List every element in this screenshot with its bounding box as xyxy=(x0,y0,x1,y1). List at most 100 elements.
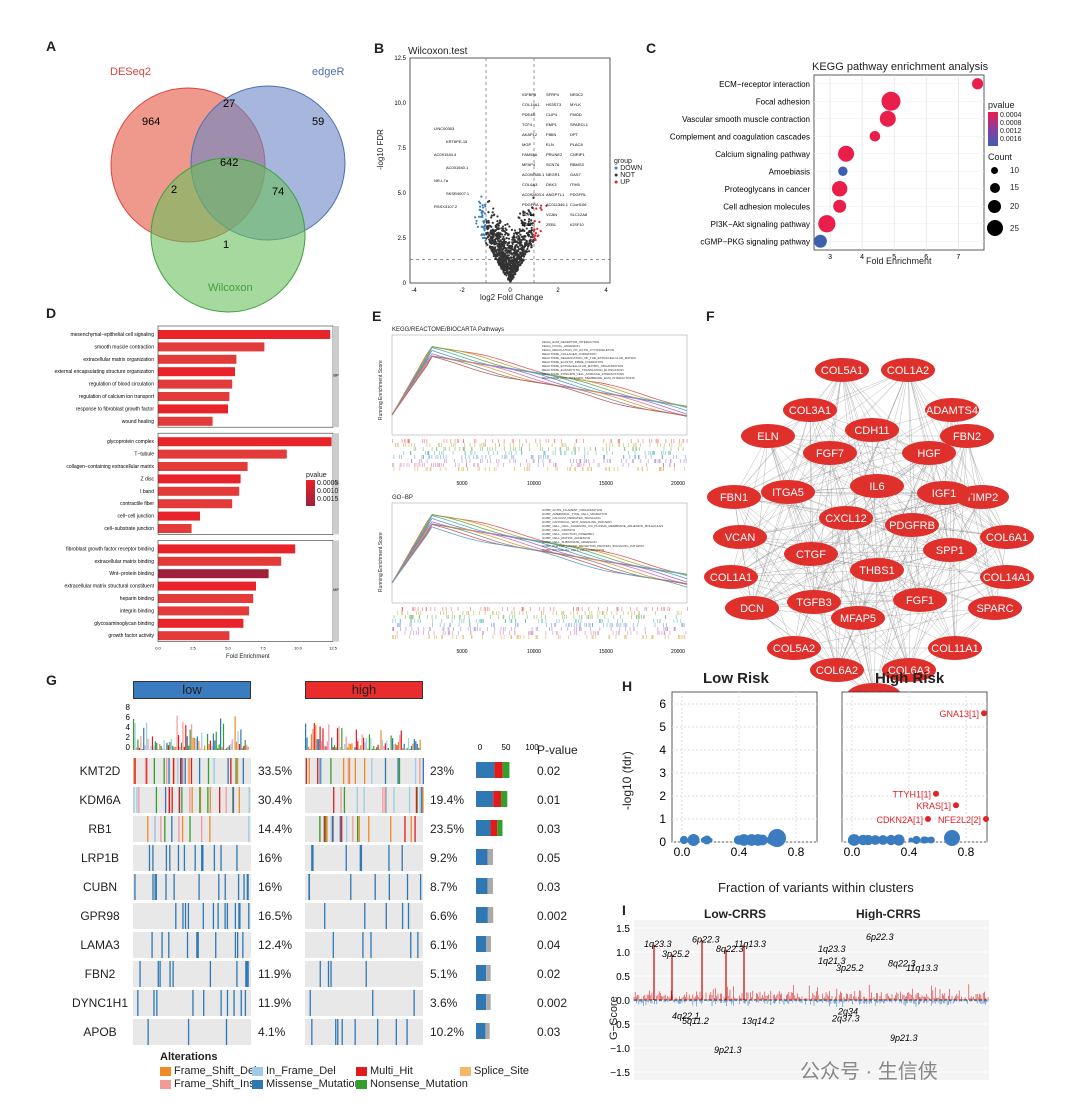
gsea-tick xyxy=(573,611,575,615)
ppi-node xyxy=(831,606,885,630)
volcano-gene-label: EMP1 xyxy=(546,122,558,127)
volcano-point xyxy=(504,268,507,271)
gsea-tick xyxy=(604,455,605,459)
kegg-bubble xyxy=(838,166,848,176)
volcano-point xyxy=(501,250,504,253)
gsea-tick xyxy=(417,463,419,467)
gsea-tick xyxy=(599,611,601,615)
gsea-tick xyxy=(590,627,591,631)
gsea-tick xyxy=(641,467,643,471)
mutation-cell xyxy=(319,961,321,987)
gsea-tick xyxy=(463,615,465,619)
gsea-tick xyxy=(483,619,484,623)
volcano-gene-label: IGFBP5 xyxy=(522,92,537,97)
tmb-bar xyxy=(225,748,227,750)
kegg-bubble xyxy=(813,234,827,248)
gsea-tick xyxy=(513,447,515,451)
volcano-point xyxy=(509,256,512,259)
gsea-tick xyxy=(492,635,494,639)
gsea-tick xyxy=(492,451,494,455)
gsea-tick xyxy=(683,459,685,463)
venn-count-edger: 59 xyxy=(312,116,324,128)
volcano-gene-label: NEGR1 xyxy=(546,172,561,177)
mutation-cell xyxy=(358,816,360,842)
volcano-point xyxy=(530,219,533,222)
volcano-gene-label: LAMA2 xyxy=(522,222,536,227)
ppi-edge xyxy=(751,491,789,609)
go-term-label: contractile fiber xyxy=(120,501,154,507)
gsea-tick xyxy=(532,459,534,463)
volcano-point xyxy=(487,221,490,224)
volcano-point xyxy=(516,252,519,255)
ppi-edge xyxy=(730,576,838,671)
mutation-cell xyxy=(164,816,166,842)
gsea-tick xyxy=(410,631,411,635)
gsea-tick xyxy=(415,447,417,451)
gsea-tick xyxy=(419,459,420,463)
tmb-bar xyxy=(240,729,242,750)
ppi-node-label: COL5A1 xyxy=(821,365,863,377)
gsea-tick xyxy=(458,623,460,627)
mutation-cell xyxy=(371,758,373,784)
gsea-tick xyxy=(580,623,581,627)
gsea-tick xyxy=(397,623,399,627)
gsea-tick xyxy=(487,627,488,631)
gsea-tick xyxy=(599,627,601,631)
gsea-tick xyxy=(580,463,582,467)
gsea-tick xyxy=(607,619,609,623)
gsea-tick xyxy=(545,615,546,619)
tmb-bar xyxy=(394,743,397,750)
bar-axis-tick: 50 xyxy=(502,743,511,752)
mutation-cell xyxy=(305,758,307,784)
gsea-tick xyxy=(662,455,663,459)
gsea-tick xyxy=(685,631,687,635)
go-term-label: cell−substrate junction xyxy=(104,526,154,532)
gsea-tick xyxy=(624,447,626,451)
gsea-tick xyxy=(660,443,662,447)
tmb-bar xyxy=(173,747,175,750)
kegg-bubble xyxy=(881,91,901,111)
gsea-tick xyxy=(410,451,412,455)
gsea-tick xyxy=(574,443,576,447)
volcano-point xyxy=(514,231,518,234)
gsea-legend-item: GOBP_CANONICAL_WNT_SIGNALING_PATHWAY xyxy=(542,520,612,524)
volcano-point xyxy=(527,209,530,212)
gsea-tick xyxy=(454,439,456,443)
gsea-tick xyxy=(498,459,500,463)
gsea-tick xyxy=(598,631,599,635)
volcano-point xyxy=(507,274,511,277)
gsea-tick xyxy=(464,447,466,451)
mutation-cell xyxy=(410,816,412,842)
gsea-tick xyxy=(457,607,459,611)
mutation-cell xyxy=(148,845,151,871)
ppi-node xyxy=(784,542,838,566)
mutation-cell xyxy=(356,787,358,813)
ppi-node xyxy=(882,658,936,682)
oncodrive-point xyxy=(847,834,860,846)
volcano-gene-label: ANGPTL1 xyxy=(546,192,565,197)
gsea-tick xyxy=(562,611,564,615)
ppi-node xyxy=(810,658,864,682)
panel-label-c: C xyxy=(646,40,657,56)
ppi-node xyxy=(925,398,979,422)
tmb-bar xyxy=(377,744,379,750)
gsea-tick xyxy=(509,459,511,463)
gsea-tick xyxy=(513,443,515,447)
gsea-tick xyxy=(633,627,635,631)
gsea-tick xyxy=(427,467,428,471)
gsea-tick xyxy=(561,443,563,447)
kegg-legend-p2: 0.0012 xyxy=(1000,128,1022,135)
gsea-tick xyxy=(617,631,619,635)
volcano-point xyxy=(501,229,505,232)
oncoplot-row-bg xyxy=(305,845,423,871)
tmb-bar xyxy=(378,749,381,750)
mutation-cell xyxy=(181,816,184,842)
volcano-point xyxy=(474,216,477,219)
tmb-bar xyxy=(189,729,191,750)
volcano-point xyxy=(514,254,517,257)
gsea-tick xyxy=(588,623,590,627)
gene-name: CUBN xyxy=(82,880,117,894)
volcano-xtick: -2 xyxy=(459,288,465,294)
gsea-tick xyxy=(580,459,582,463)
ppi-edge xyxy=(730,576,910,671)
